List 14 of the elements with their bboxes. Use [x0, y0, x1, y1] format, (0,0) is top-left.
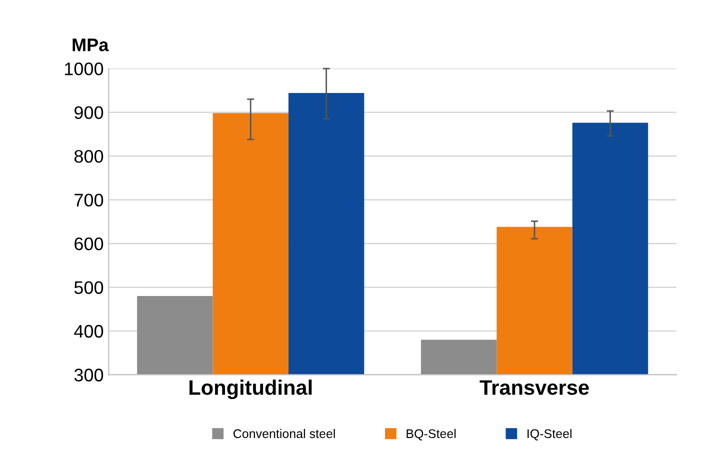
- x-tick-label: Longitudinal: [190, 380, 312, 400]
- y-tick-label: 600: [74, 237, 104, 250]
- y-tick-label: 500: [74, 281, 104, 294]
- legend-label: BQ-Steel: [406, 428, 456, 440]
- y-tick-label: 900: [74, 106, 104, 120]
- legend-label: Conventional steel: [233, 428, 335, 438]
- y-tick-label: 400: [74, 324, 104, 338]
- legend-label: IQ-Steel: [528, 428, 572, 440]
- y-axis-title: MPa: [72, 38, 109, 52]
- y-tick-label: 800: [74, 150, 104, 163]
- x-tick-label: Transverse: [480, 380, 589, 395]
- y-tick-label: 300: [74, 368, 104, 382]
- y-tick-label: 1000: [65, 62, 104, 76]
- y-tick-label: 700: [74, 194, 104, 206]
